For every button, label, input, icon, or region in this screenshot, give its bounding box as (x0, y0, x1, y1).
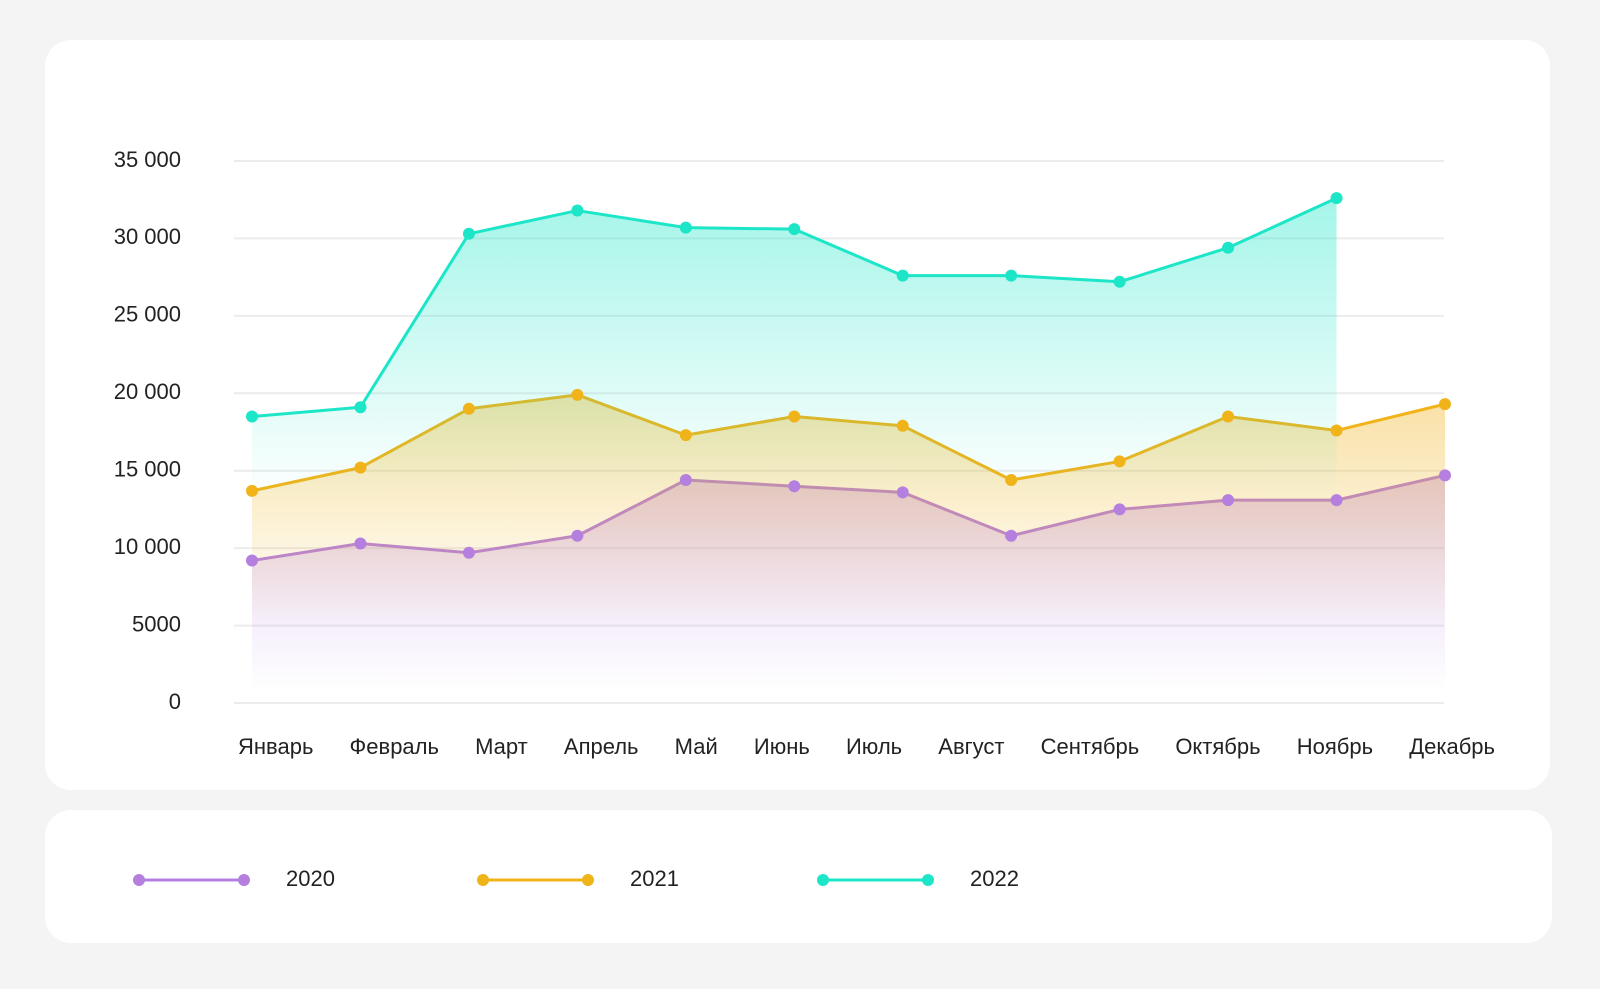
point (1005, 269, 1018, 282)
y-tick-label: 35 000 (114, 147, 181, 172)
legend-dot (582, 874, 594, 886)
legend-dot (922, 874, 934, 886)
legend-label: 2020 (286, 866, 335, 891)
legend-dot (817, 874, 829, 886)
point (679, 429, 692, 442)
point (1113, 503, 1126, 516)
legend-dot (238, 874, 250, 886)
point (571, 388, 584, 401)
point (246, 484, 258, 497)
x-tick-label: Ноябрь (1297, 734, 1373, 759)
point (1330, 192, 1343, 205)
point (896, 419, 909, 432)
point (1222, 494, 1235, 507)
x-tick-label: Сентябрь (1041, 734, 1140, 759)
point (788, 410, 801, 423)
y-tick-label: 30 000 (114, 224, 181, 249)
point (1005, 529, 1018, 542)
x-tick-label: Апрель (564, 734, 639, 759)
x-tick-label: Май (675, 734, 718, 759)
point (462, 402, 475, 415)
y-tick-label: 25 000 (114, 302, 181, 327)
point (246, 410, 258, 423)
point (571, 529, 584, 542)
point (1113, 455, 1126, 468)
point (896, 486, 909, 499)
x-tick-label: Февраль (350, 734, 439, 759)
legend-card (45, 810, 1552, 943)
x-tick-label: Январь (238, 734, 313, 759)
point (1113, 275, 1126, 288)
y-tick-label: 10 000 (114, 534, 181, 559)
point (571, 204, 584, 217)
legend-label: 2021 (630, 866, 679, 891)
y-tick-label: 15 000 (114, 457, 181, 482)
x-tick-label: Октябрь (1175, 734, 1260, 759)
point (354, 401, 367, 414)
x-tick-label: Август (938, 734, 1004, 759)
area (252, 198, 1337, 703)
point (1222, 410, 1235, 423)
x-tick-label: Июль (846, 734, 902, 759)
point (354, 537, 367, 550)
point (1330, 494, 1343, 507)
x-tick-label: Декабрь (1409, 734, 1495, 759)
point (246, 554, 258, 567)
point (462, 546, 475, 559)
y-tick-label: 0 (169, 689, 181, 714)
x-tick-label: Июнь (754, 734, 810, 759)
point (1439, 469, 1451, 482)
y-tick-label: 20 000 (114, 379, 181, 404)
point (679, 474, 692, 487)
point (1330, 424, 1343, 437)
point (1005, 474, 1018, 487)
point (788, 480, 801, 493)
x-tick-label: Март (475, 734, 528, 759)
point (354, 461, 367, 474)
point (1222, 241, 1235, 254)
legend-label: 2022 (970, 866, 1019, 891)
y-tick-label: 5000 (132, 611, 181, 636)
legend-dot (133, 874, 145, 886)
point (462, 227, 475, 240)
point (1439, 398, 1451, 411)
point (679, 221, 692, 234)
point (896, 269, 909, 282)
point (788, 223, 801, 236)
legend-dot (477, 874, 489, 886)
